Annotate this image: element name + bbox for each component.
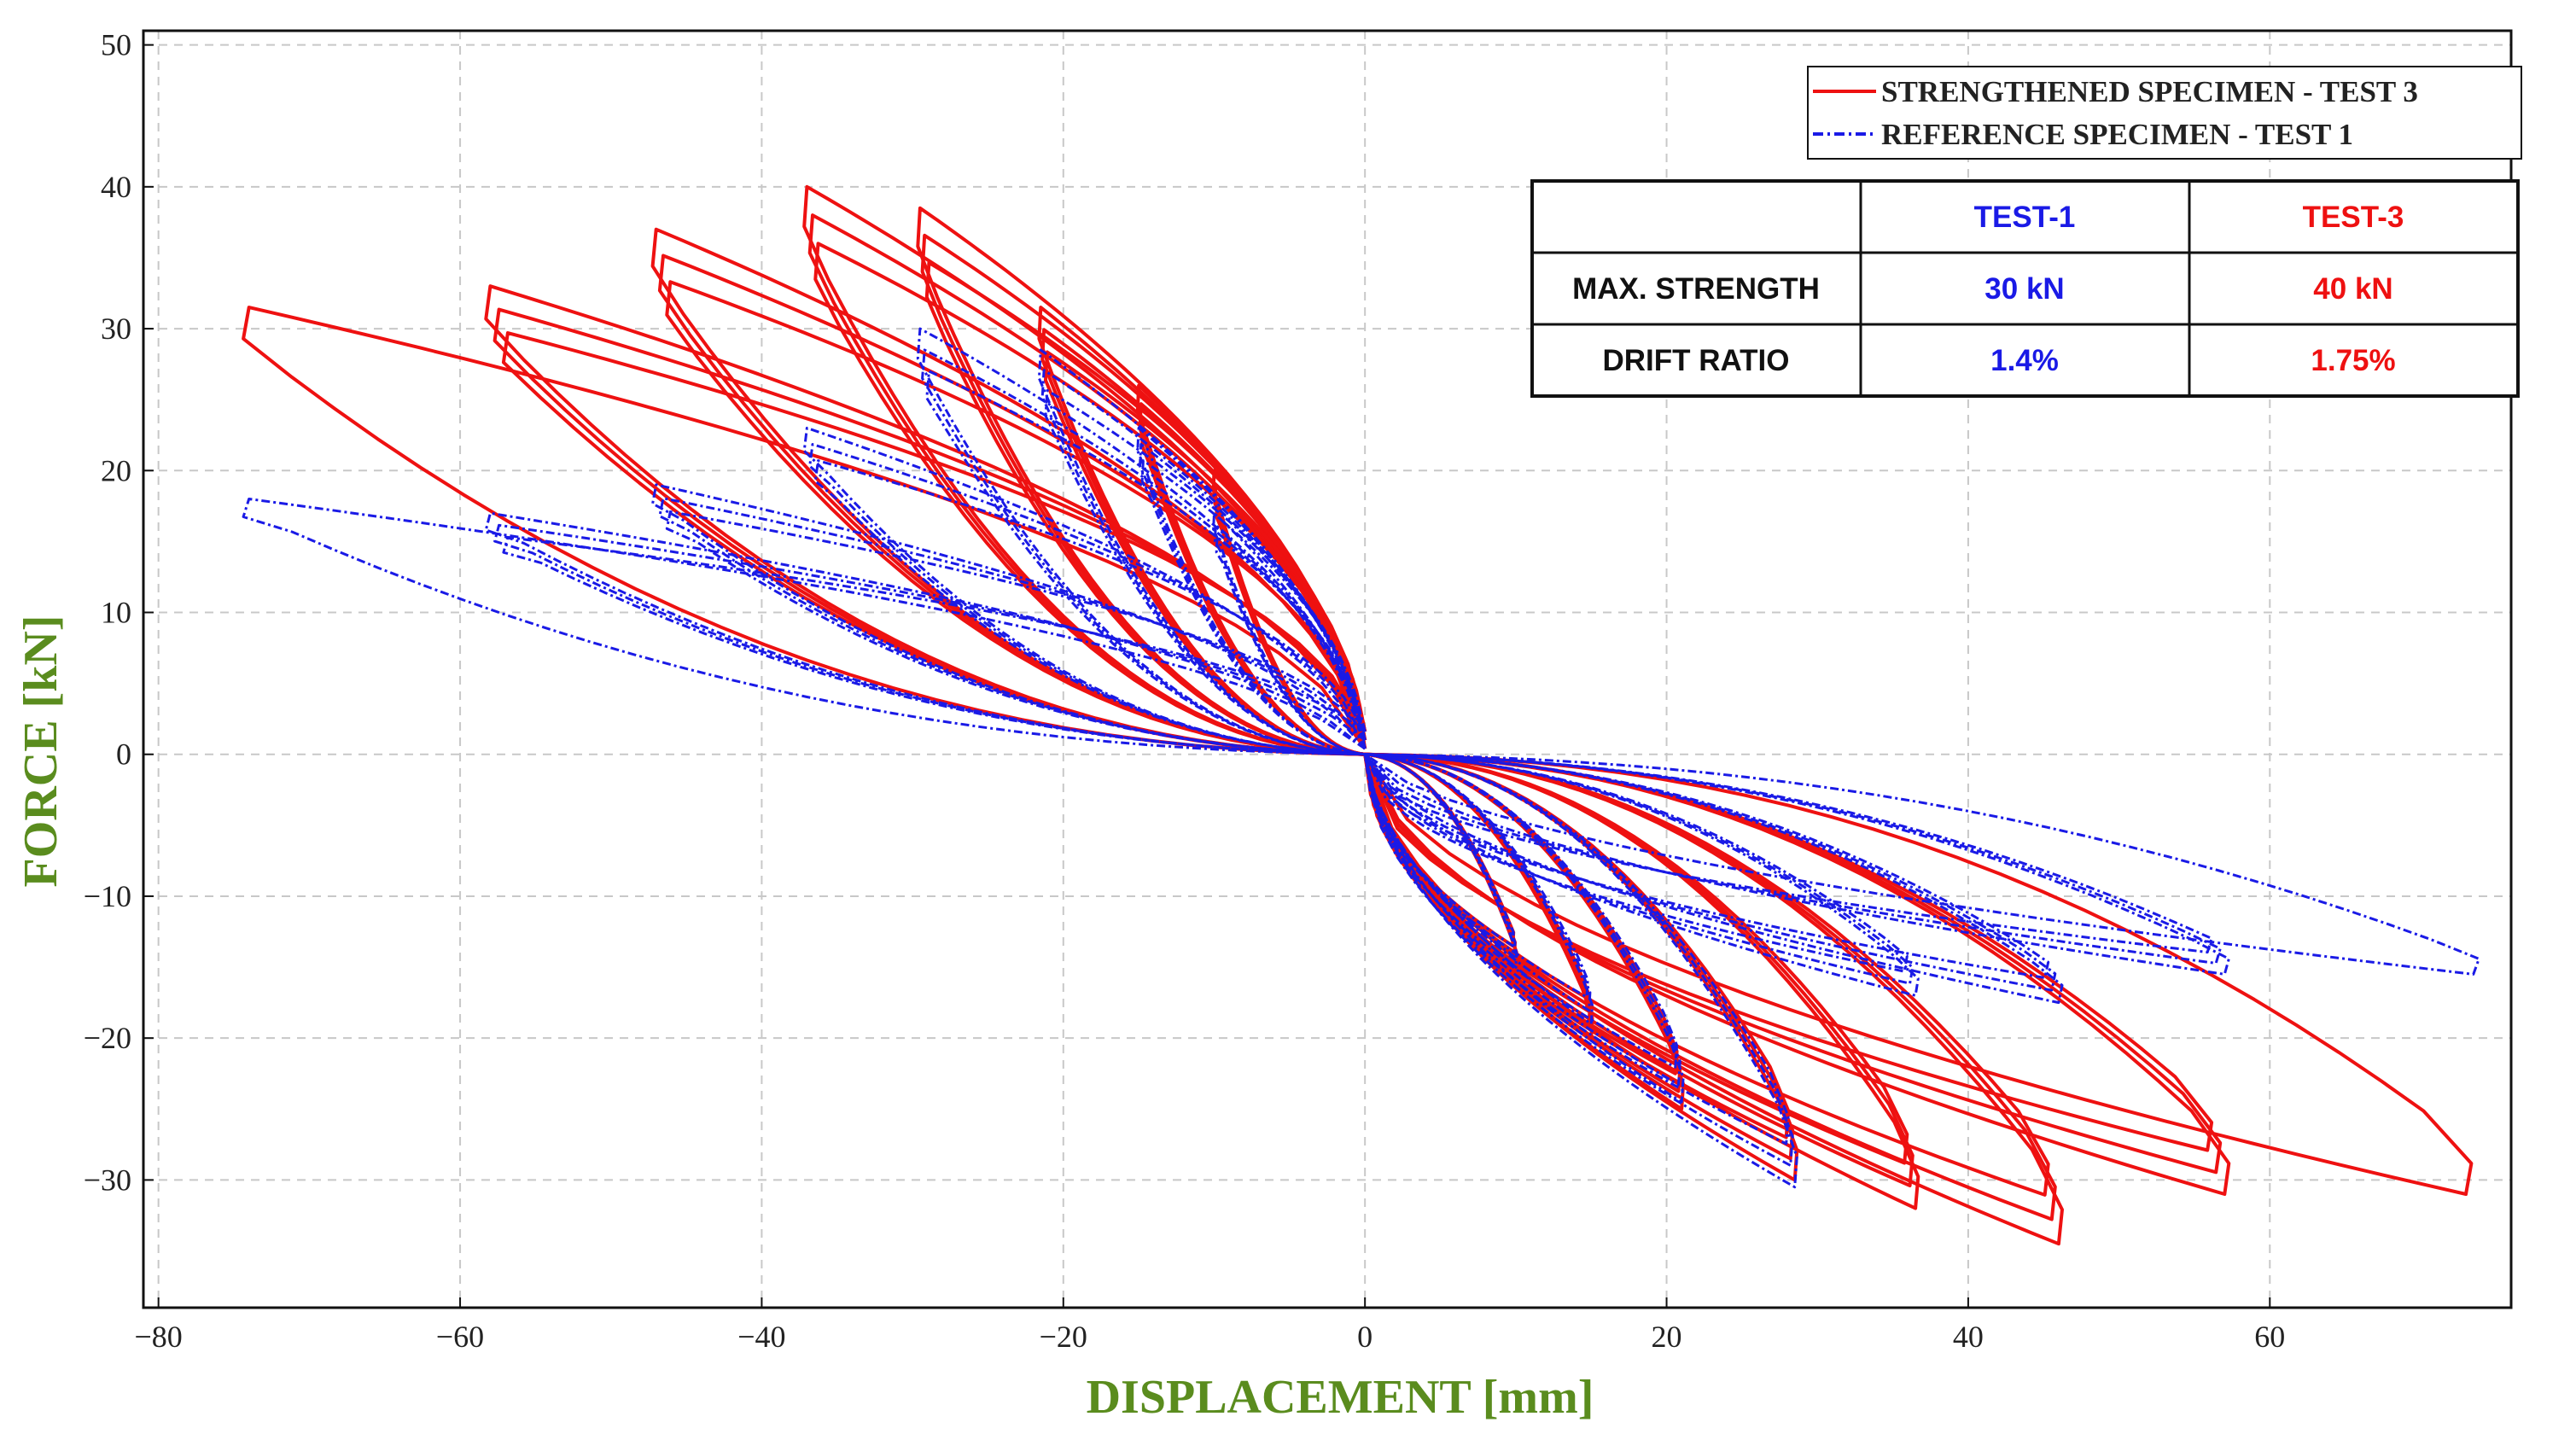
x-tick-label: 60 [2254,1320,2285,1354]
table-header-test3: TEST-3 [2303,201,2404,234]
x-tick-label: −20 [1040,1320,1087,1354]
y-tick-label: 30 [101,312,131,346]
x-tick-label: 40 [1953,1320,1984,1354]
table-cell-test1-drift-ratio: 1.4% [1990,344,2059,377]
y-tick-label: −10 [84,879,131,913]
y-tick-label: −20 [84,1021,131,1055]
y-tick-label: 50 [101,28,131,62]
hysteresis-loop-reference [484,511,2230,976]
x-axis-title: DISPLACEMENT [mm] [1087,1371,1594,1424]
table-cell-test1-max-strength: 30 kN [1984,272,2064,306]
table-row-label-drift-ratio: DRIFT RATIO [1602,344,1789,377]
series-layer [242,184,2480,1246]
x-tick-label: 0 [1357,1320,1373,1354]
hysteresis-loop-reference [925,370,1790,1145]
hysteresis-loop-reference [502,535,2213,954]
y-tick-label: 0 [116,737,131,772]
hysteresis-loop-reference [242,498,2480,976]
y-tick-label: 10 [101,596,131,630]
table-header-test1: TEST-1 [1974,201,2076,234]
legend-label-strengthened: STRENGTHENED SPECIMEN - TEST 3 [1881,75,2418,108]
y-axis-title: FORCE [kN] [15,615,67,888]
hysteresis-loop-reference [665,510,2050,979]
hysteresis-loop-reference [1136,426,1594,1026]
table-cell-test3-max-strength: 40 kN [2313,272,2392,306]
legend: STRENGTHENED SPECIMEN - TEST 3 REFERENCE… [1807,66,2522,160]
table-row-label-max-strength: MAX. STRENGTH [1572,272,1820,306]
y-tick-label: 40 [101,170,131,204]
x-tick-label: −60 [436,1320,484,1354]
legend-box [1807,66,2522,160]
x-tick-label: −80 [135,1320,183,1354]
series-reference [242,327,2480,1189]
axis-ticks: −80 −60 −40 −20 0 20 40 60 50 40 30 20 10 0 −10 −20 −30 [84,28,2286,1354]
y-tick-label: −30 [84,1163,131,1197]
x-tick-label: 20 [1652,1320,1682,1354]
table-frame [1530,179,2520,398]
table-cell-test3-drift-ratio: 1.75% [2311,344,2395,377]
hysteresis-loop-reference [493,523,2222,965]
y-tick-label: 20 [101,453,131,487]
plot-frame [142,29,2513,1309]
x-tick-label: −40 [737,1320,785,1354]
legend-label-reference: REFERENCE SPECIMEN - TEST 1 [1881,118,2353,151]
summary-table: TEST-1 TEST-3 MAX. STRENGTH 30 kN 40 kN … [1530,179,2520,398]
hysteresis-loop-reference [1139,443,1592,1012]
